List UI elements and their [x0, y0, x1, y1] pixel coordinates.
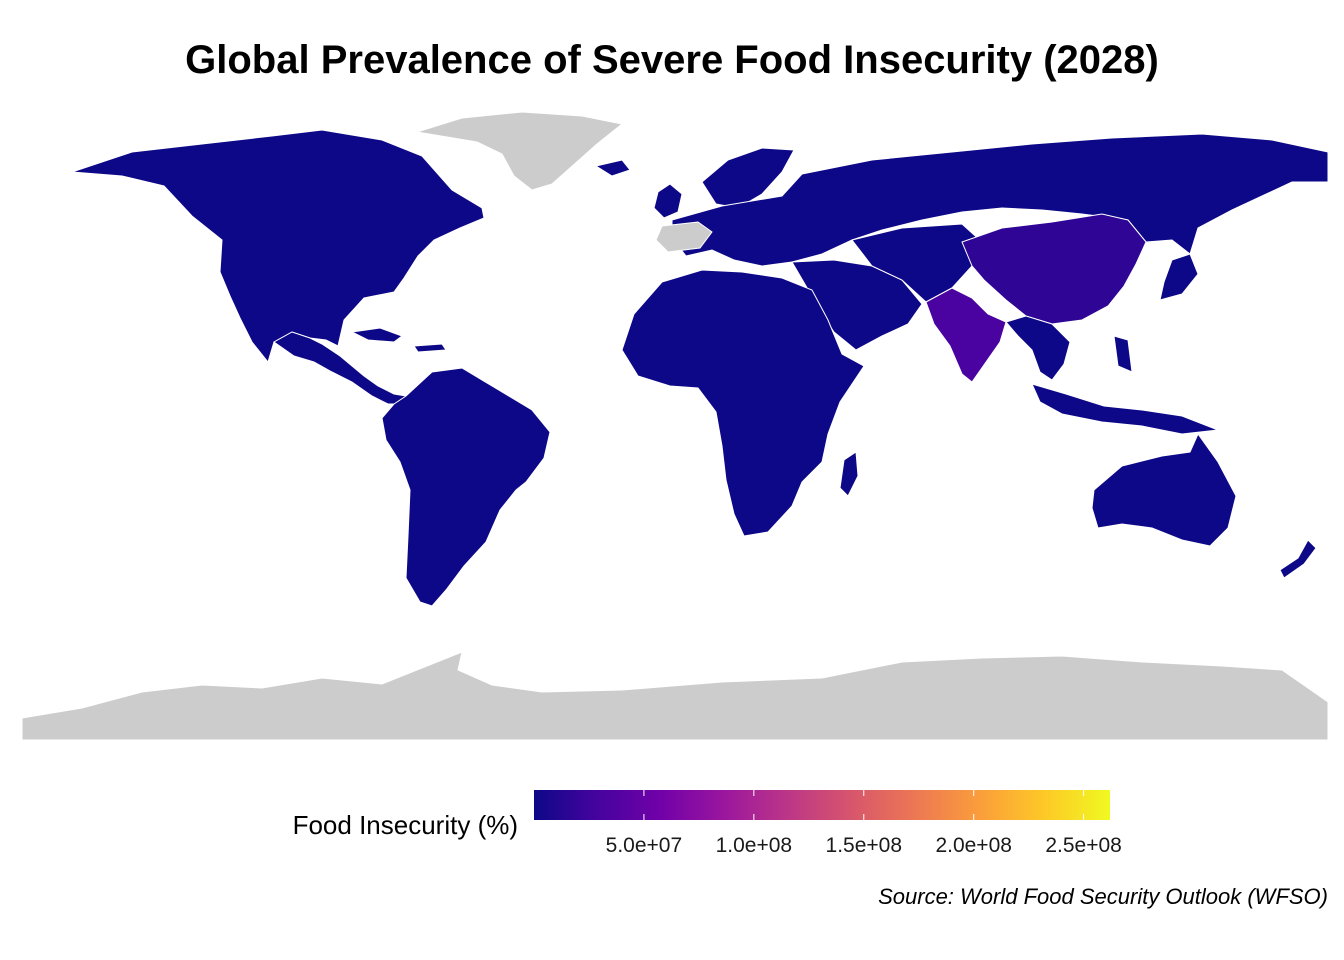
source-caption: Source: World Food Security Outlook (WFS…: [878, 884, 1328, 909]
new-zealand-region: [1279, 539, 1317, 579]
legend-colorbar: [534, 790, 1110, 820]
southeast-asia-region: [1005, 315, 1071, 381]
central-asia-region: [851, 223, 983, 303]
map-title: Global Prevalence of Severe Food Insecur…: [185, 38, 1159, 82]
iberia-region: [655, 221, 713, 253]
greenland-region: [416, 111, 624, 191]
antarctica-region: [22, 651, 1328, 740]
central-america-region: [273, 331, 407, 405]
eurasia-region: [671, 133, 1328, 267]
legend-tick-label: 2.0e+08: [935, 834, 1012, 857]
caribbean-region: [350, 327, 447, 353]
world-map: [22, 110, 1328, 740]
north-america-region: [71, 129, 485, 364]
legend-tick-label: 2.5e+08: [1045, 834, 1122, 857]
japan-region: [1159, 253, 1199, 301]
legend-tick-label: 1.0e+08: [715, 834, 793, 857]
legend-title: Food Insecurity (%): [292, 810, 518, 840]
indonesia-region: [1031, 335, 1219, 435]
legend-ticks: 5.0e+07 1.0e+08 1.5e+08 2.0e+08 2.5e+08: [534, 790, 1122, 857]
iceland-region: [594, 159, 631, 177]
china-region: [961, 213, 1147, 325]
madagascar-region: [839, 451, 859, 497]
india-region: [925, 287, 1007, 383]
australia-region: [1091, 432, 1237, 547]
africa-region: [621, 269, 865, 537]
south-america-region: [381, 367, 551, 607]
british-isles-region: [653, 183, 683, 219]
legend-tick-label: 1.5e+08: [825, 834, 903, 857]
legend-tick-label: 5.0e+07: [605, 834, 683, 857]
